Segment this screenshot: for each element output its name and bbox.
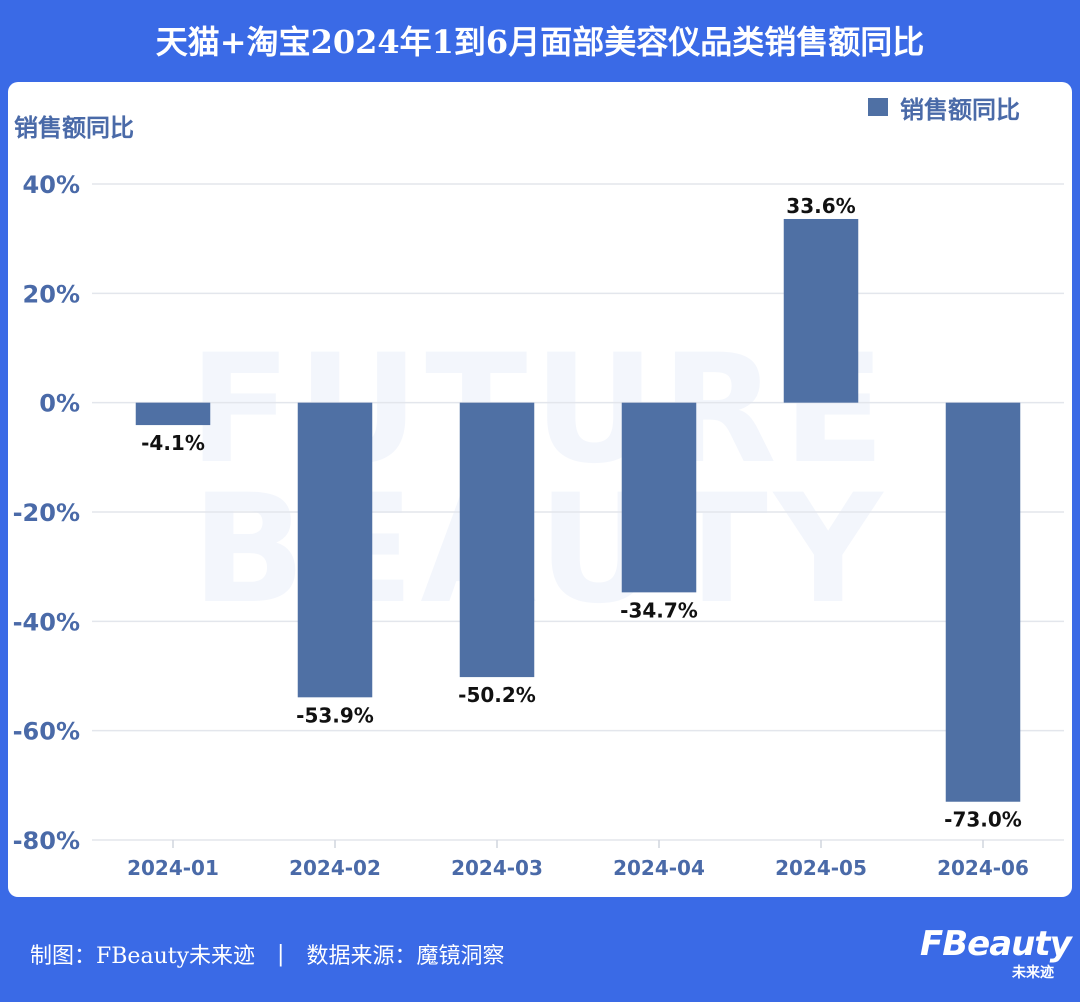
legend-swatch xyxy=(868,98,888,116)
data-label: 33.6% xyxy=(786,194,855,218)
y-axis-title: 销售额同比 xyxy=(14,114,134,142)
page-title: 天猫+淘宝2024年1到6月面部美容仪品类销售额同比 xyxy=(155,23,925,61)
bar xyxy=(297,402,373,698)
footer-separator: | xyxy=(277,941,285,967)
x-tick-labels: 2024-01 2024-02 2024-03 2024-04 2024-05 2024-… xyxy=(127,840,1029,880)
bar xyxy=(621,402,697,593)
y-tick-label: 0% xyxy=(39,390,80,418)
data-label: -53.9% xyxy=(296,703,374,727)
y-tick-label: 20% xyxy=(23,280,80,308)
legend-label: 销售额同比 xyxy=(900,95,1020,124)
y-tick-label: -60% xyxy=(13,718,80,746)
gridlines xyxy=(92,183,1064,841)
chart-panel xyxy=(8,82,1072,897)
data-label: -50.2% xyxy=(458,683,536,707)
bars xyxy=(135,218,1021,802)
bar xyxy=(783,218,859,403)
x-tick-label: 2024-05 xyxy=(775,856,867,880)
x-tick-label: 2024-03 xyxy=(451,856,543,880)
logo-wordmark: FBeauty xyxy=(920,924,1072,964)
y-tick-label: 40% xyxy=(23,171,80,199)
x-tick-label: 2024-06 xyxy=(937,856,1029,880)
footer-source: 数据来源：魔镜洞察 xyxy=(306,944,505,969)
y-tick-label: -80% xyxy=(13,827,80,855)
x-tick-label: 2024-02 xyxy=(289,856,381,880)
data-label: -34.7% xyxy=(620,598,698,622)
bar xyxy=(459,402,535,678)
bar xyxy=(945,402,1021,802)
y-tick-label: -20% xyxy=(13,499,80,527)
data-label: -4.1% xyxy=(141,431,205,455)
footer-credit: 制图：FBeauty未来迹 xyxy=(30,944,256,969)
y-tick-label: -40% xyxy=(13,608,80,636)
x-tick-label: 2024-04 xyxy=(613,856,705,880)
y-tick-labels: 40% 20% 0% -20% -40% -60% -80% xyxy=(13,171,80,855)
data-label: -73.0% xyxy=(944,808,1022,832)
data-labels: -4.1% -53.9% -50.2% -34.7% 33.6% -73.0% xyxy=(141,194,1022,832)
logo-subtitle: 未来迹 xyxy=(1012,965,1054,981)
footer: 制图：FBeauty未来迹 | 数据来源：魔镜洞察 xyxy=(30,938,504,970)
legend: 销售额同比 xyxy=(868,92,1020,124)
bar xyxy=(135,402,211,426)
x-tick-label: 2024-01 xyxy=(127,856,219,880)
brand-logo: FBeauty 未来迹 xyxy=(920,924,1072,984)
